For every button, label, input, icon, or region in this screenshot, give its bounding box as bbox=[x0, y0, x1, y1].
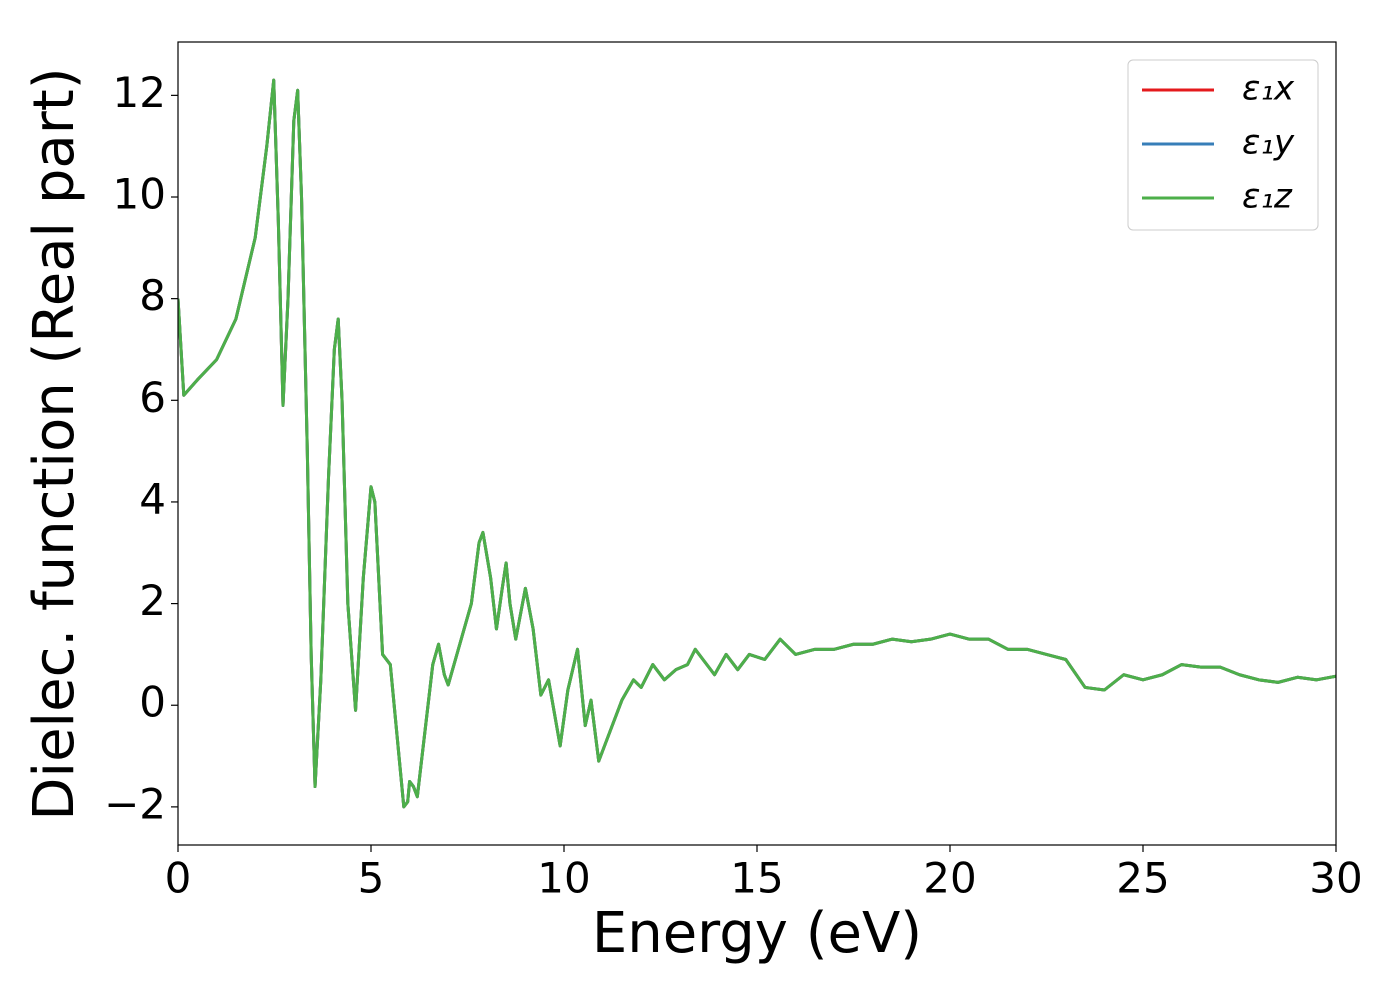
legend-label: ε₁z bbox=[1242, 177, 1293, 217]
legend-box bbox=[1127, 59, 1319, 231]
y-tick-label: 8 bbox=[139, 271, 166, 320]
x-tick-label: 10 bbox=[537, 854, 590, 903]
series-line bbox=[178, 78, 1336, 809]
x-tick-label: 20 bbox=[923, 854, 976, 903]
x-tick-label: 30 bbox=[1309, 854, 1362, 903]
x-tick-label: 5 bbox=[358, 854, 385, 903]
legend-label: ε₁y bbox=[1242, 123, 1295, 163]
x-tick-label: 0 bbox=[165, 854, 192, 903]
y-tick-label: 4 bbox=[139, 474, 166, 523]
y-tick-label: −2 bbox=[104, 779, 166, 828]
y-tick-label: 10 bbox=[113, 170, 166, 219]
y-axis-label: Dielec. function (Real part) bbox=[22, 67, 87, 820]
y-tick-label: 12 bbox=[113, 68, 166, 117]
legend-label: ε₁x bbox=[1242, 69, 1295, 109]
y-tick-label: 6 bbox=[139, 373, 166, 422]
y-tick-label: 0 bbox=[139, 678, 166, 727]
x-tick-label: 25 bbox=[1116, 854, 1169, 903]
x-tick-label: 15 bbox=[730, 854, 783, 903]
y-tick-label: 2 bbox=[139, 576, 166, 625]
plot-frame bbox=[177, 41, 1337, 846]
x-axis-label: Energy (eV) bbox=[592, 901, 922, 966]
